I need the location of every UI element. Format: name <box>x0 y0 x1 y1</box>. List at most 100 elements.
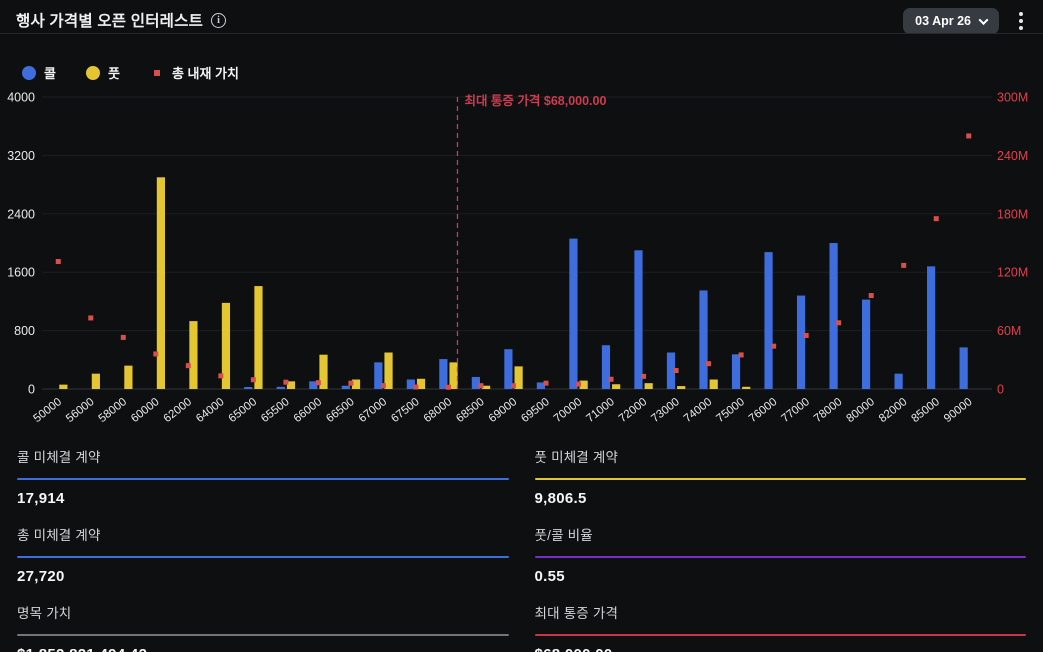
call-bar[interactable] <box>927 266 936 389</box>
intrinsic-value-dot[interactable] <box>153 351 159 357</box>
call-bar[interactable] <box>894 373 903 389</box>
intrinsic-value-dot[interactable] <box>120 334 126 340</box>
call-bar[interactable] <box>699 290 708 389</box>
call-bar[interactable] <box>861 299 871 389</box>
expiry-date-value: 03 Apr 26 <box>915 14 971 28</box>
put-bar[interactable] <box>677 386 686 389</box>
intrinsic-value-dot[interactable] <box>706 361 712 367</box>
intrinsic-value-dot[interactable] <box>348 380 354 386</box>
intrinsic-value-dot[interactable] <box>413 384 419 390</box>
call-bar[interactable] <box>244 387 253 389</box>
intrinsic-value-dot[interactable] <box>543 380 549 386</box>
put-bar[interactable] <box>254 286 263 389</box>
legend-item-call[interactable]: 콜 <box>22 63 56 82</box>
put-bar[interactable] <box>644 383 653 389</box>
intrinsic-value-dot[interactable] <box>673 368 679 374</box>
intrinsic-value-dot[interactable] <box>88 315 94 321</box>
put-bar[interactable] <box>59 384 68 389</box>
intrinsic-value-dot[interactable] <box>185 363 191 369</box>
chart-region: 4000 3200 2400 1600 800 0 300M 240M 180M 120M 60M 0… <box>0 88 1043 448</box>
stat-value: 17,914 <box>17 490 65 507</box>
intrinsic-value-dot[interactable] <box>218 373 224 379</box>
intrinsic-value-dot[interactable] <box>55 258 61 264</box>
put-bar[interactable] <box>124 365 133 389</box>
info-icon[interactable]: i <box>211 12 227 28</box>
put-bar[interactable] <box>384 352 393 390</box>
call-bar[interactable] <box>601 345 611 389</box>
intrinsic-value-dot[interactable] <box>803 332 809 338</box>
header-divider <box>0 33 1043 34</box>
intrinsic-value-dot[interactable] <box>901 262 907 268</box>
x-axis-label: 68500 <box>454 396 487 425</box>
put-bar[interactable] <box>449 362 458 389</box>
stat-accent-line <box>534 556 1026 558</box>
intrinsic-value-dot[interactable] <box>608 376 614 382</box>
put-bar[interactable] <box>579 380 588 389</box>
right-axis-tick: 120M <box>997 266 1028 280</box>
put-bar[interactable] <box>709 379 718 389</box>
call-bar[interactable] <box>796 295 806 389</box>
intrinsic-value-dot[interactable] <box>315 380 321 386</box>
call-bar[interactable] <box>341 385 350 389</box>
x-axis-label: 82000 <box>877 396 910 425</box>
put-bar[interactable] <box>742 386 751 389</box>
call-bar[interactable] <box>439 359 448 389</box>
call-bar[interactable] <box>829 243 838 389</box>
x-axis-label: 78000 <box>812 396 845 425</box>
call-bar[interactable] <box>276 386 285 389</box>
legend-item-intrinsic[interactable]: 총 내재 가치 <box>150 63 239 82</box>
intrinsic-value-dot[interactable] <box>511 383 516 389</box>
intrinsic-value-dot[interactable] <box>933 216 939 222</box>
x-axis-label: 50000 <box>32 396 65 425</box>
put-bar[interactable] <box>351 379 361 389</box>
call-bar[interactable] <box>536 382 546 389</box>
put-bar[interactable] <box>481 385 491 389</box>
call-bar[interactable] <box>471 376 480 389</box>
intrinsic-value-dot[interactable] <box>445 384 451 390</box>
oi-chart[interactable]: 4000 3200 2400 1600 800 0 300M 240M 180M 120M 60M 0… <box>0 88 1043 448</box>
legend-item-put[interactable]: 풋 <box>85 63 120 82</box>
call-bar[interactable] <box>406 379 415 389</box>
call-bar[interactable] <box>731 354 741 389</box>
call-bar[interactable] <box>309 381 318 389</box>
put-bar[interactable] <box>286 381 296 389</box>
intrinsic-value-dot[interactable] <box>738 352 744 358</box>
stat-label: 총 미체결 계약 <box>17 528 101 543</box>
call-bar[interactable] <box>504 349 513 389</box>
stat-label: 풋/콜 비율 <box>534 528 593 543</box>
put-bar[interactable] <box>514 366 523 389</box>
put-bar[interactable] <box>91 373 100 389</box>
x-axis-label: 65000 <box>227 396 260 425</box>
intrinsic-value-dot[interactable] <box>250 377 256 383</box>
call-bar[interactable] <box>569 238 578 389</box>
stat-total-oi: 총 미체결 계약 27,720 <box>17 516 509 585</box>
call-bar[interactable] <box>959 347 968 389</box>
put-bar[interactable] <box>156 177 166 389</box>
intrinsic-value-dot[interactable] <box>966 133 972 139</box>
put-bar[interactable] <box>612 384 621 389</box>
expiry-date-dropdown[interactable]: 03 Apr 26 <box>903 8 999 34</box>
x-axis-label: 77000 <box>779 396 812 425</box>
right-axis-tick: 0 <box>997 383 1004 397</box>
intrinsic-value-dot[interactable] <box>641 373 647 379</box>
intrinsic-value-dot[interactable] <box>836 320 842 326</box>
intrinsic-swatch-icon <box>153 69 160 76</box>
intrinsic-value-dot[interactable] <box>576 381 582 387</box>
call-bar[interactable] <box>374 362 383 389</box>
intrinsic-value-dot[interactable] <box>283 379 289 385</box>
intrinsic-value-dot[interactable] <box>380 383 386 389</box>
intrinsic-value-dot[interactable] <box>771 343 777 349</box>
stat-call-oi: 콜 미체결 계약 17,914 <box>17 438 509 507</box>
call-bar[interactable] <box>666 352 676 390</box>
intrinsic-value-dot[interactable] <box>868 293 874 299</box>
call-bar[interactable] <box>634 250 643 389</box>
intrinsic-value-dot[interactable] <box>478 383 484 389</box>
call-bar[interactable] <box>764 252 773 389</box>
put-bar[interactable] <box>189 321 198 389</box>
put-bar[interactable] <box>319 354 328 389</box>
x-axis-label: 85000 <box>909 396 942 425</box>
put-bar[interactable] <box>416 378 426 389</box>
put-bar[interactable] <box>221 302 231 389</box>
kebab-menu-icon[interactable] <box>1013 9 1029 33</box>
left-axis-tick: 4000 <box>7 91 35 105</box>
